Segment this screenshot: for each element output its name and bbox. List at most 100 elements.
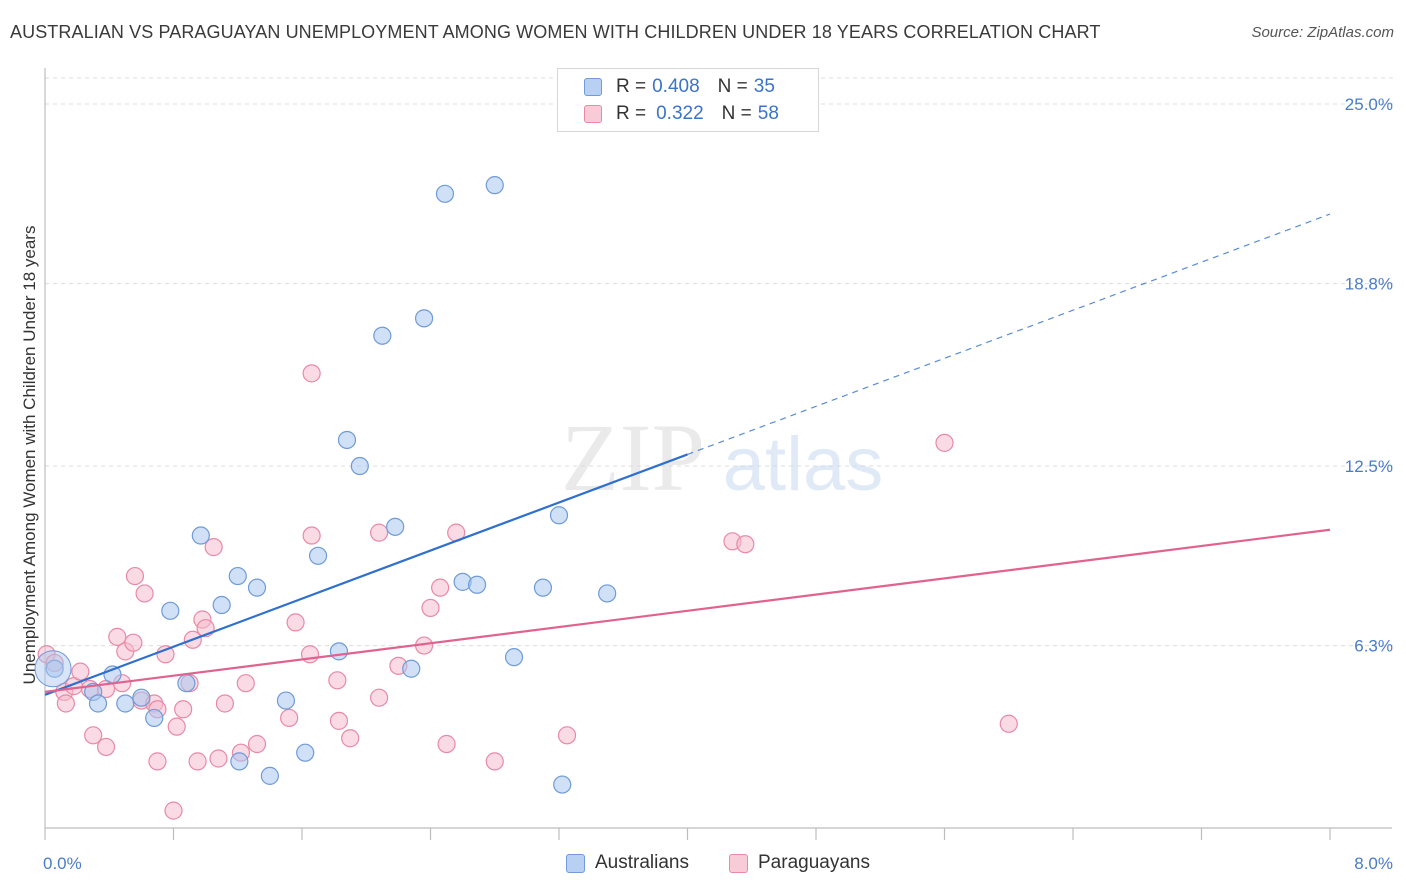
legend-n-value: 35 (753, 76, 775, 97)
paraguayans-point (96, 737, 116, 757)
australians-point (549, 506, 569, 525)
source-credit: Source: ZipAtlas.com (1251, 24, 1394, 41)
series-swatch-paraguayans (729, 853, 748, 873)
australians-point (485, 176, 504, 195)
australians-point (598, 584, 617, 603)
series-legend: Australians Paraguayans (0, 852, 1406, 878)
legend-n-value: 58 (757, 103, 779, 124)
watermark-zip: ZIP (561, 404, 705, 511)
paraguayans-point (935, 433, 954, 452)
australians-points (34, 176, 617, 794)
legend-n-label: N = (721, 103, 752, 124)
australians-point (373, 326, 392, 345)
australians-point (296, 743, 315, 762)
y-tick-label: 25.0% (1345, 95, 1393, 114)
australians-point (276, 691, 296, 710)
australians-point (212, 595, 231, 615)
australians-point (329, 642, 349, 661)
paraguayans-point (736, 535, 755, 554)
australians-point (191, 526, 210, 545)
watermark: ZIP atlas (561, 404, 883, 511)
paraguayans-trend-line (44, 528, 1331, 693)
paraguayans-point (135, 584, 154, 603)
series-name-australians: Australians (595, 852, 689, 873)
paraguayans-point (286, 613, 305, 632)
paraguayans-point (209, 749, 228, 768)
legend-n-label: N = (717, 76, 748, 97)
australians-point (533, 578, 553, 597)
australians-point (177, 674, 196, 693)
tick-labels: 6.3% 12.5% 18.8% 25.0% 0.0% 8.0% (43, 95, 1393, 873)
series-legend-australians: Australians (566, 852, 689, 874)
chart-title: AUSTRALIAN VS PARAGUAYAN UNEMPLOYMENT AM… (10, 22, 1101, 42)
gridlines (45, 77, 1395, 647)
australians-trend-extension (687, 213, 1331, 456)
australians-point (504, 648, 524, 667)
paraguayans-point (341, 729, 360, 748)
paraguayans-point (302, 364, 321, 383)
australians-point (228, 566, 247, 586)
australians-point (34, 650, 72, 688)
paraguayans-point (370, 688, 389, 707)
paraguayans-point (125, 566, 145, 586)
paraguayans-point (124, 633, 143, 652)
watermark-atlas: atlas (723, 422, 884, 507)
paraguayans-point (204, 538, 223, 557)
australians-point (116, 694, 135, 713)
paraguayans-point (148, 752, 167, 771)
australians-point (350, 456, 369, 476)
paraguayans-point (431, 578, 450, 597)
australians-point (260, 766, 279, 785)
paraguayans-point (421, 598, 440, 618)
australians-point (145, 708, 164, 728)
series-swatch-australians (566, 853, 585, 873)
paraguayans-point (329, 711, 349, 730)
australians-point (467, 575, 487, 594)
legend-r-label: R = (616, 103, 647, 124)
australians-point (414, 309, 434, 328)
paraguayans-point (71, 662, 90, 681)
legend-row-paraguayans: R = 0.322 N = 58 (584, 101, 779, 127)
series-legend-paraguayans: Paraguayans (729, 852, 870, 874)
paraguayans-point (164, 801, 183, 820)
legend-swatch-paraguayans (584, 105, 602, 123)
paraguayans-point (156, 645, 175, 664)
y-tick-label: 18.8% (1345, 275, 1393, 294)
paraguayans-point (437, 734, 456, 754)
paraguayans-point (84, 726, 103, 745)
correlation-legend: R = 0.408 N = 35 R = 0.322 N = 58 (557, 68, 819, 132)
x-tick-label: 0.0% (43, 854, 82, 873)
y-tick-label: 12.5% (1345, 457, 1393, 476)
paraguayans-point (485, 752, 504, 771)
australians-point (161, 601, 180, 620)
paraguayans-point (174, 700, 193, 719)
legend-swatch-australians (584, 78, 602, 96)
australians-trend-line (44, 453, 688, 696)
paraguayans-point (56, 694, 75, 713)
paraguayans-point (999, 714, 1018, 733)
paraguayans-point (188, 752, 207, 771)
paraguayans-point (280, 708, 299, 728)
paraguayans-point (328, 671, 347, 690)
paraguayans-point (108, 627, 127, 646)
paraguayans-point (236, 674, 255, 693)
australians-point (553, 775, 572, 794)
trend-lines (44, 213, 1331, 696)
legend-row-australians: R = 0.408 N = 35 (584, 74, 775, 100)
australians-point (435, 184, 455, 203)
paraguayans-point (370, 523, 389, 542)
paraguayans-point (215, 694, 234, 713)
legend-r-value: 0.322 (656, 103, 704, 124)
paraguayans-point (167, 717, 186, 736)
australians-point (88, 694, 108, 713)
x-tick-label: 8.0% (1354, 854, 1393, 873)
axes (44, 68, 1392, 840)
australians-point (402, 659, 421, 678)
paraguayans-point (247, 734, 267, 754)
australians-point (247, 578, 267, 597)
legend-r-value: 0.408 (652, 76, 700, 97)
series-name-paraguayans: Paraguayans (758, 852, 870, 873)
paraguayans-point (557, 726, 577, 745)
australians-point (337, 430, 357, 450)
